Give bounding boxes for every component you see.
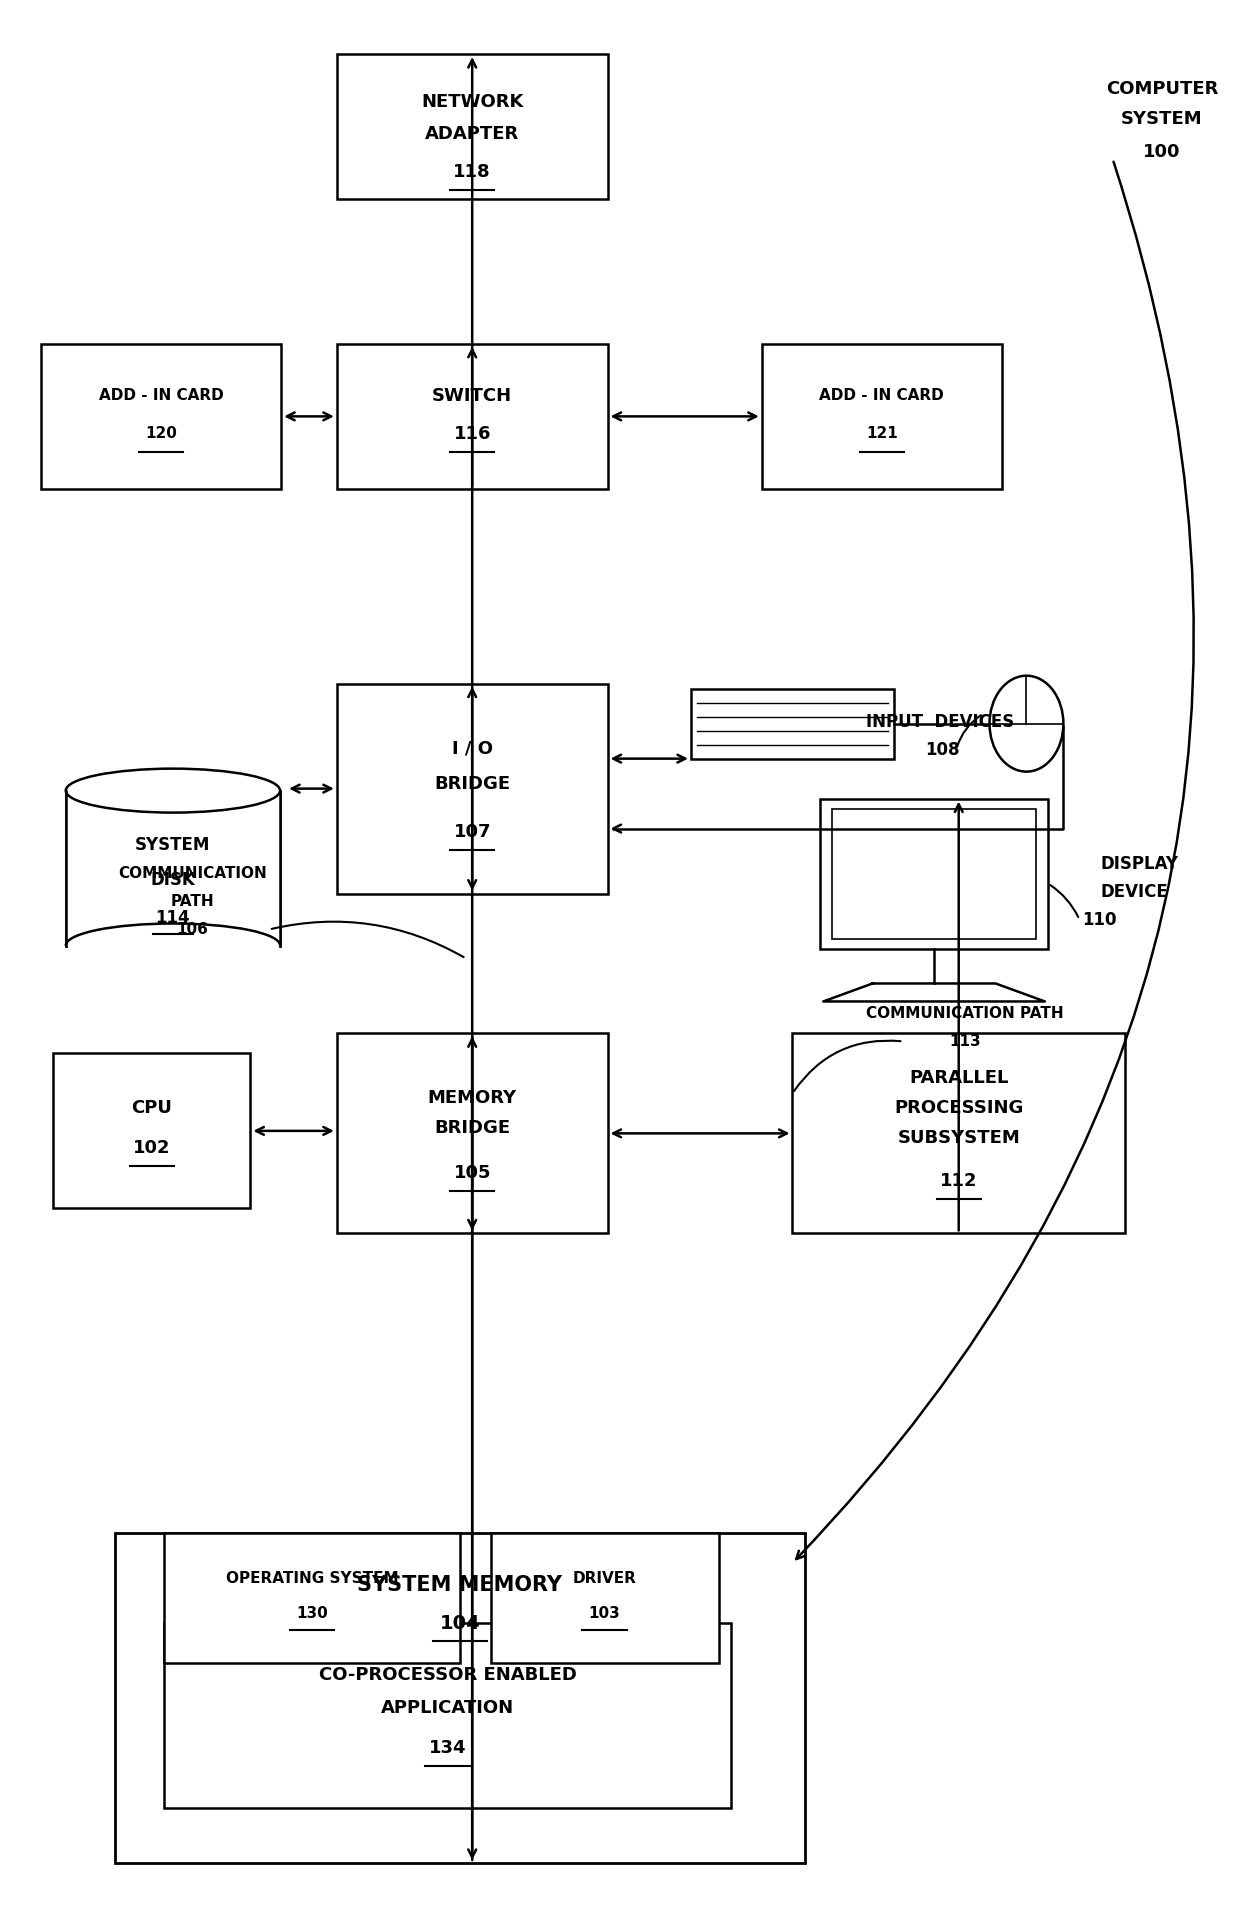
Bar: [337, 343, 608, 488]
Text: DRIVER: DRIVER: [573, 1571, 636, 1585]
Bar: [792, 1034, 1125, 1234]
Text: 110: 110: [1081, 910, 1116, 929]
Text: NETWORK: NETWORK: [422, 93, 523, 111]
Text: 106: 106: [176, 921, 208, 936]
Bar: [491, 1533, 718, 1663]
Text: COMMUNICATION: COMMUNICATION: [118, 866, 267, 881]
Text: PATH: PATH: [171, 894, 215, 910]
Bar: [337, 1034, 608, 1234]
Text: ADD - IN CARD: ADD - IN CARD: [820, 389, 944, 404]
Bar: [691, 688, 894, 759]
Text: 107: 107: [454, 822, 491, 841]
Ellipse shape: [990, 675, 1064, 772]
Text: 134: 134: [429, 1739, 466, 1756]
Text: 105: 105: [454, 1165, 491, 1182]
Text: DISK: DISK: [150, 871, 195, 889]
Text: APPLICATION: APPLICATION: [381, 1699, 515, 1716]
Text: 104: 104: [439, 1613, 480, 1632]
Text: CPU: CPU: [131, 1100, 172, 1118]
Ellipse shape: [66, 769, 280, 812]
Text: 102: 102: [133, 1138, 171, 1158]
Text: 120: 120: [145, 427, 177, 441]
Bar: [164, 1533, 460, 1663]
Text: DISPLAY: DISPLAY: [1100, 854, 1178, 873]
Text: SYSTEM MEMORY: SYSTEM MEMORY: [357, 1575, 563, 1594]
Text: 130: 130: [296, 1606, 327, 1621]
Text: 100: 100: [1143, 143, 1180, 160]
Text: 121: 121: [866, 427, 898, 441]
Text: 116: 116: [454, 425, 491, 442]
Text: 103: 103: [589, 1606, 620, 1621]
Bar: [53, 1053, 250, 1209]
Bar: [115, 1533, 805, 1863]
Text: COMPUTER: COMPUTER: [1106, 80, 1218, 97]
Text: PROCESSING: PROCESSING: [894, 1100, 1023, 1118]
Bar: [832, 809, 1035, 938]
Text: SUBSYSTEM: SUBSYSTEM: [898, 1129, 1021, 1148]
Text: COMMUNICATION PATH: COMMUNICATION PATH: [866, 1007, 1064, 1020]
Bar: [337, 685, 608, 894]
Bar: [761, 343, 1002, 488]
Bar: [41, 343, 281, 488]
Text: SWITCH: SWITCH: [432, 387, 512, 404]
Text: OPERATING SYSTEM: OPERATING SYSTEM: [226, 1571, 398, 1585]
Bar: [337, 53, 608, 198]
Text: CO-PROCESSOR ENABLED: CO-PROCESSOR ENABLED: [319, 1667, 577, 1684]
Text: MEMORY: MEMORY: [428, 1089, 517, 1108]
Text: ADD - IN CARD: ADD - IN CARD: [99, 389, 223, 404]
Text: INPUT  DEVICES: INPUT DEVICES: [866, 713, 1014, 730]
Text: I / O: I / O: [451, 740, 492, 757]
Text: SYSTEM: SYSTEM: [1121, 111, 1203, 128]
Text: 113: 113: [949, 1034, 981, 1049]
Text: DEVICE: DEVICE: [1100, 883, 1168, 900]
Bar: [820, 799, 1048, 948]
Text: PARALLEL: PARALLEL: [909, 1070, 1008, 1087]
Text: SYSTEM: SYSTEM: [135, 835, 211, 854]
Text: BRIDGE: BRIDGE: [434, 774, 511, 793]
Bar: [66, 791, 280, 946]
Bar: [164, 1623, 730, 1808]
Text: 108: 108: [925, 740, 960, 759]
Text: 118: 118: [454, 164, 491, 181]
Text: ADAPTER: ADAPTER: [425, 126, 520, 143]
Text: BRIDGE: BRIDGE: [434, 1119, 511, 1137]
Text: 112: 112: [940, 1173, 977, 1190]
Text: 114: 114: [155, 908, 190, 927]
